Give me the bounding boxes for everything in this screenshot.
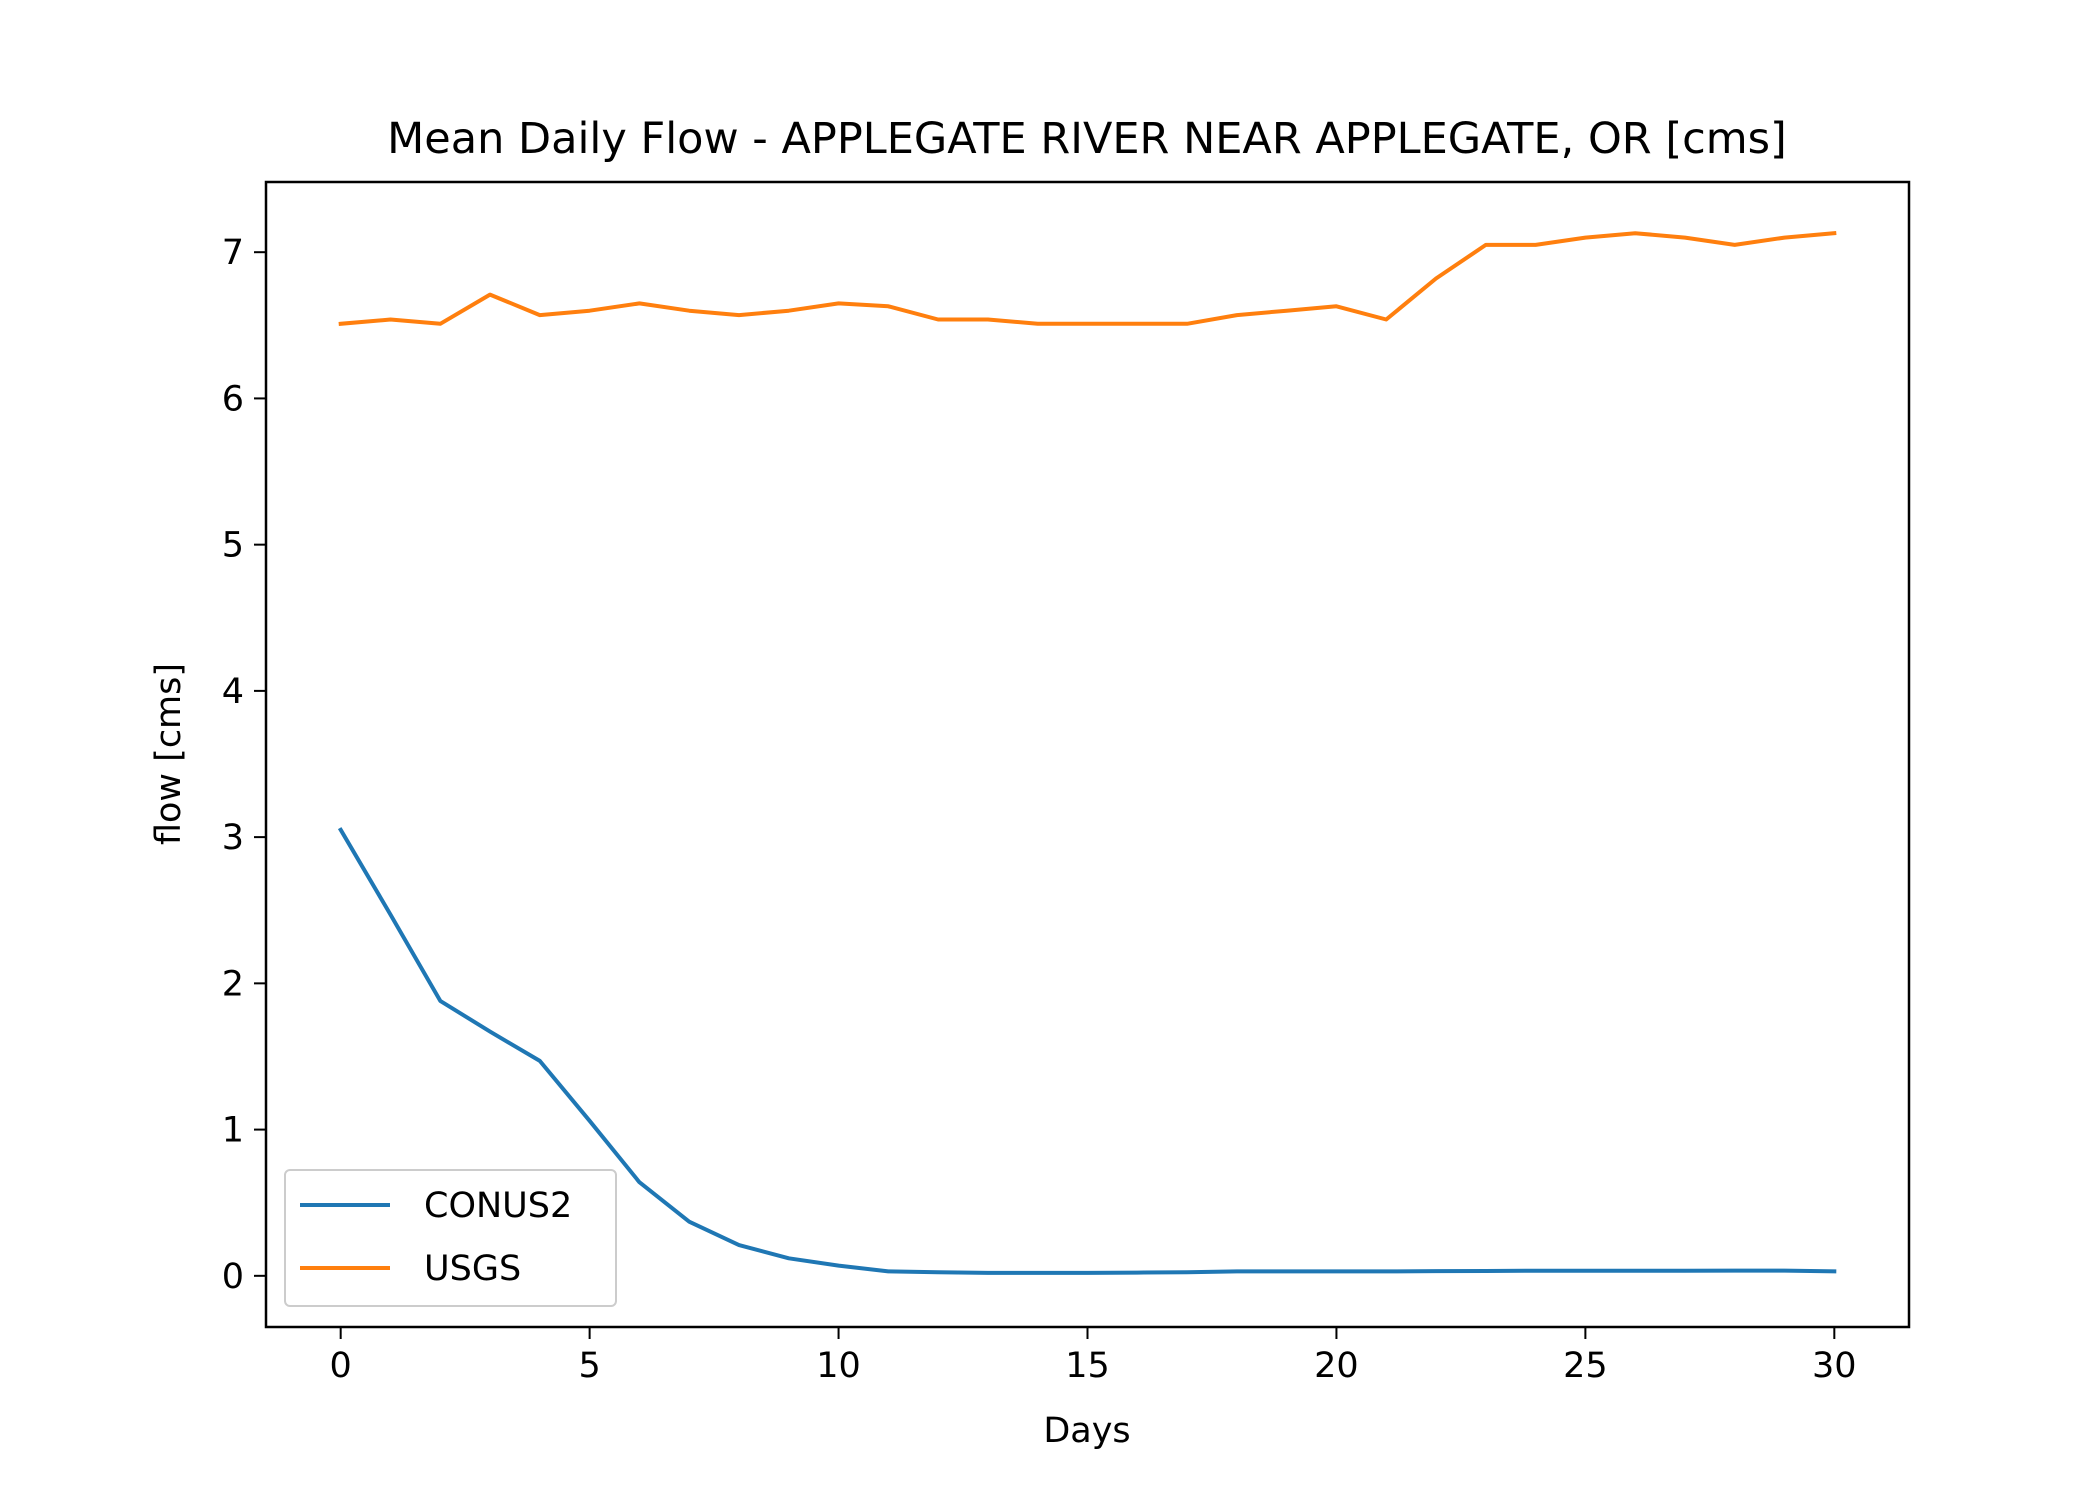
series-line-usgs (338, 231, 1837, 326)
y-tick-label: 7 (222, 233, 244, 273)
x-tick-label: 20 (1314, 1346, 1359, 1386)
y-tick-label: 6 (222, 379, 244, 419)
plot-lines (337, 231, 1837, 1275)
y-tick-label: 0 (222, 1257, 244, 1297)
series-line-conus2 (337, 827, 1837, 1275)
y-tick-label: 5 (222, 526, 244, 566)
y-tick-label: 2 (222, 964, 244, 1004)
y-tick-label: 1 (222, 1111, 244, 1151)
axis-ticks: 0 5 10 15 20 25 30 0 1 2 3 4 5 6 7 (222, 233, 1857, 1386)
x-tick-label: 25 (1563, 1346, 1608, 1386)
x-tick-label: 5 (578, 1346, 600, 1386)
x-axis-label: Days (1043, 1411, 1130, 1451)
x-tick-label: 0 (330, 1346, 352, 1386)
legend: CONUS2 USGS (284, 1169, 617, 1307)
y-tick-label: 4 (222, 672, 244, 712)
x-tick-label: 15 (1065, 1346, 1110, 1386)
plot-area-frame (264, 180, 1911, 1329)
x-tick-label: 10 (816, 1346, 861, 1386)
legend-label-conus2: CONUS2 (424, 1186, 572, 1226)
y-tick-label: 3 (222, 818, 244, 858)
x-tick-label: 30 (1812, 1346, 1857, 1386)
y-axis-label: flow [cms] (149, 663, 189, 845)
chart-title: Mean Daily Flow - APPLEGATE RIVER NEAR A… (387, 114, 1787, 164)
legend-label-usgs: USGS (424, 1249, 521, 1289)
